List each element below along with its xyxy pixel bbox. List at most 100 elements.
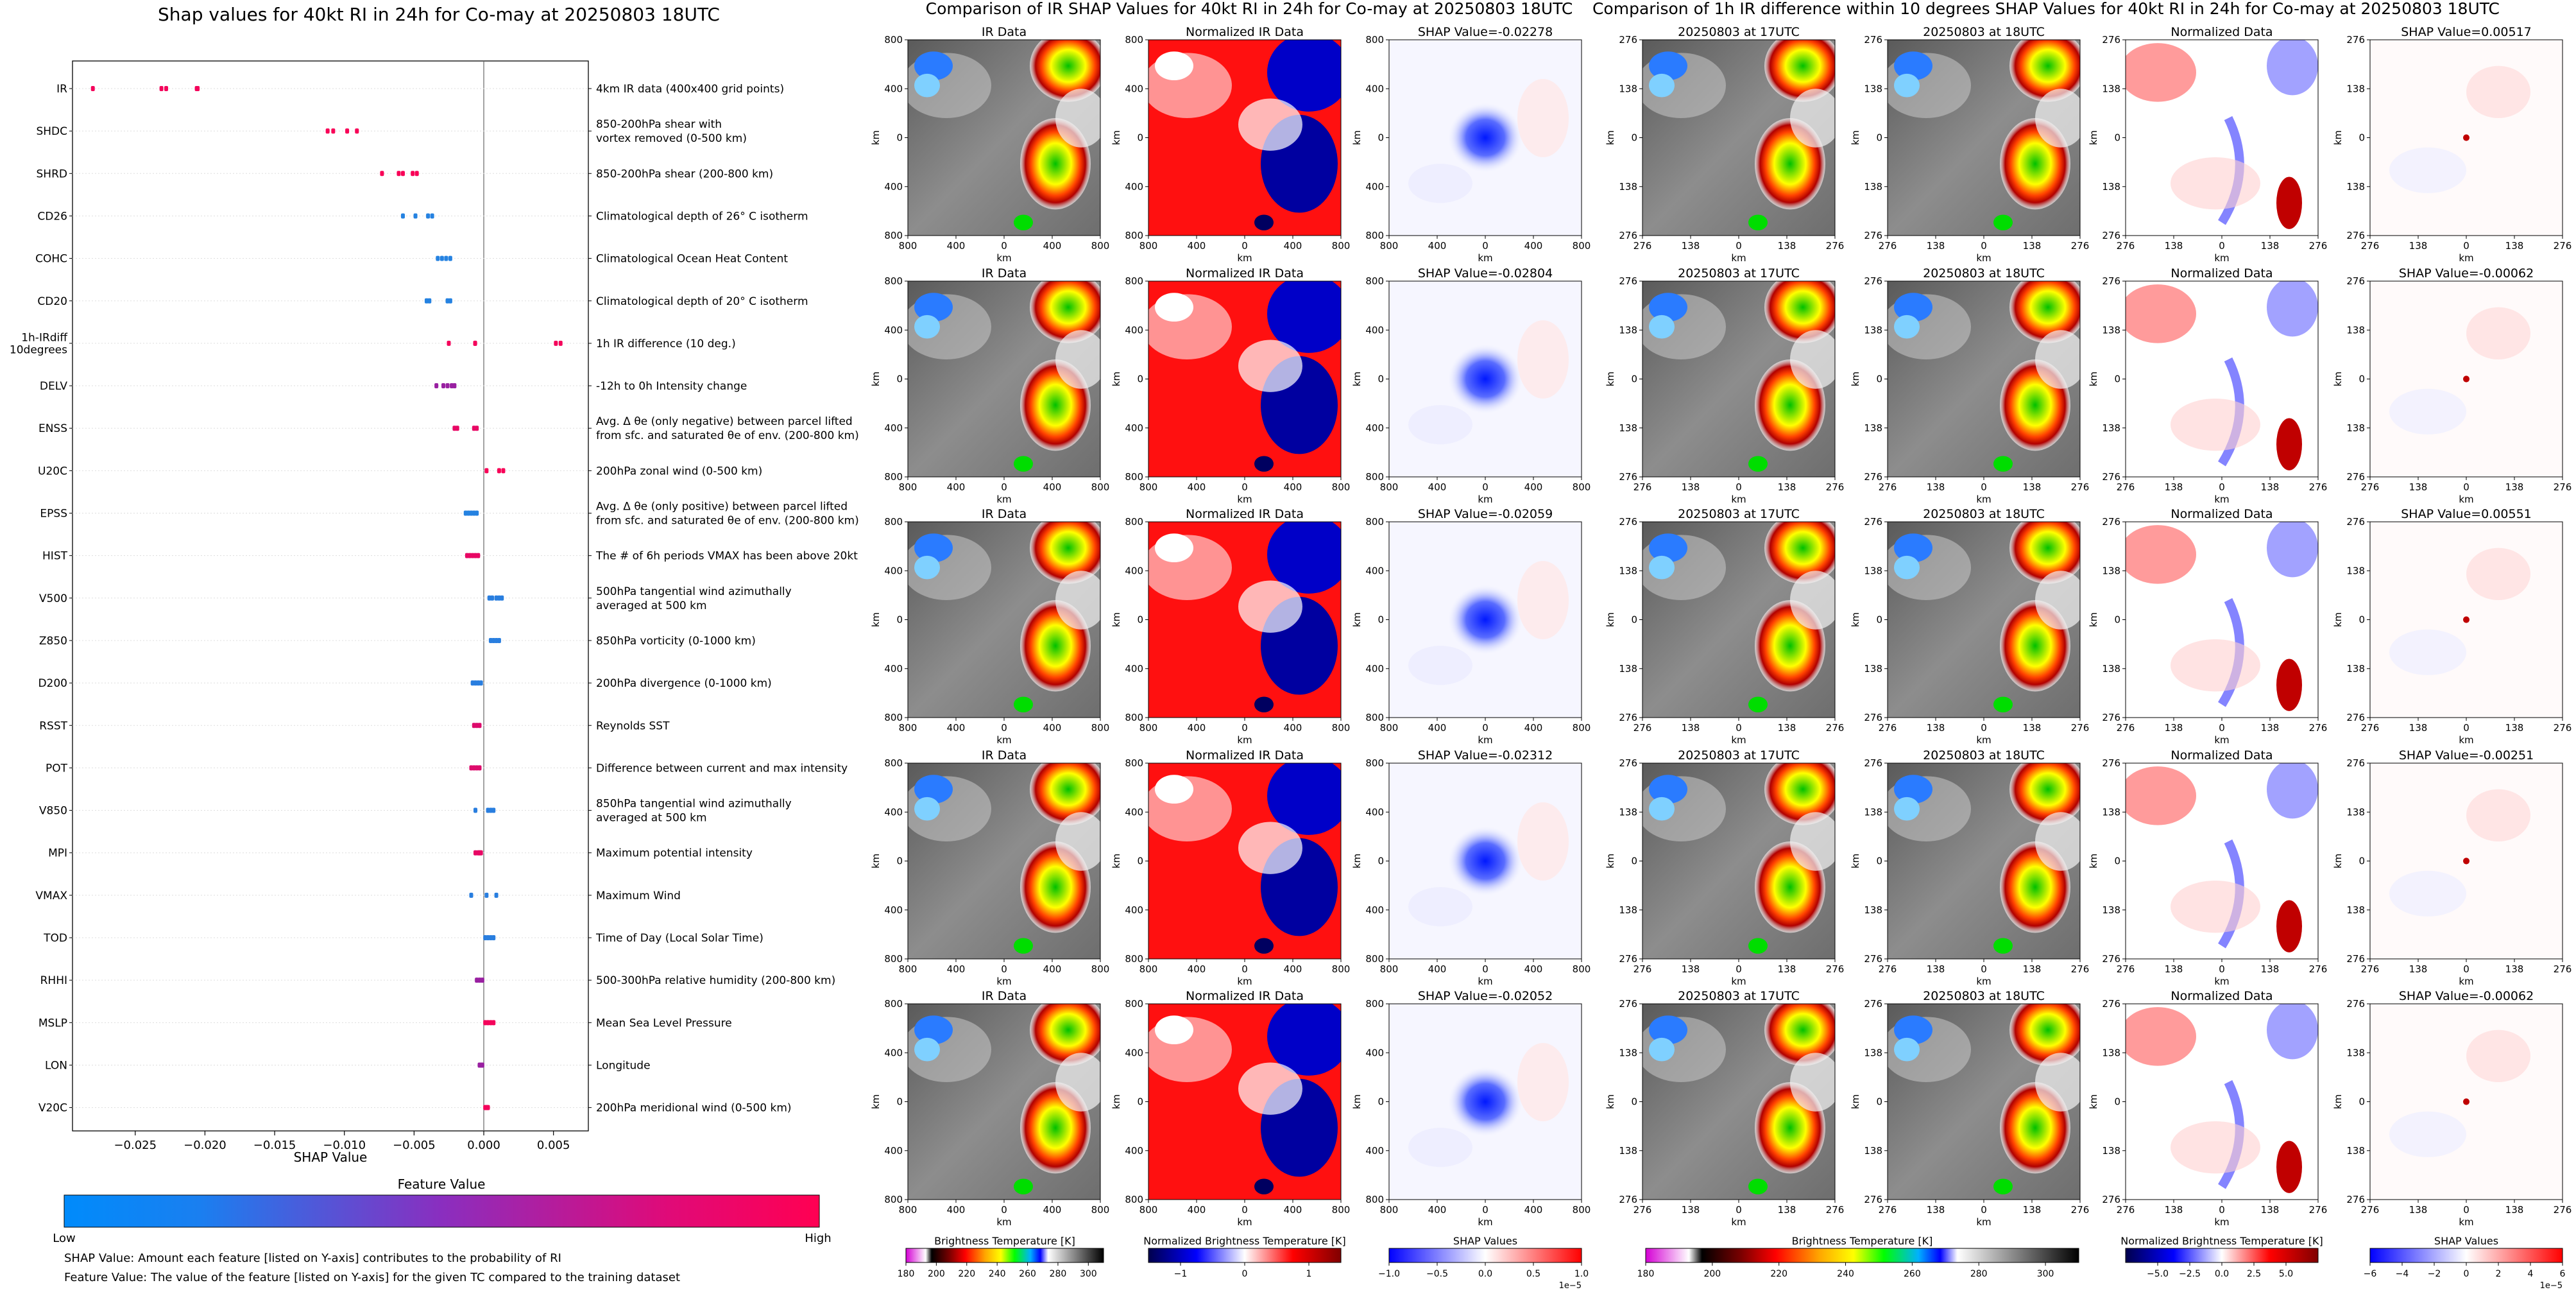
y-tick-label: 400 bbox=[1365, 1145, 1384, 1157]
feature-label: V20C bbox=[38, 1102, 67, 1115]
x-tick-label: 400 bbox=[1188, 240, 1206, 252]
y-tick-label: 138 bbox=[1864, 324, 1882, 336]
y-tick-label: 0 bbox=[2358, 374, 2365, 385]
x-tick-label: 0 bbox=[2463, 1204, 2469, 1216]
y-axis-label: km bbox=[2332, 1094, 2344, 1109]
panel-image bbox=[908, 522, 1100, 718]
y-axis-label: km bbox=[2088, 612, 2099, 627]
feature-label: D200 bbox=[38, 677, 67, 690]
colorbar-tick-label: 6 bbox=[2560, 1269, 2566, 1279]
x-axis-label: km bbox=[1731, 976, 1746, 987]
x-tick-label: 0 bbox=[2463, 722, 2469, 734]
x-tick-label: 138 bbox=[1682, 240, 1700, 252]
shap-point bbox=[444, 255, 448, 261]
x-tick-label: 400 bbox=[947, 481, 966, 493]
y-tick-label: 0 bbox=[1137, 132, 1143, 144]
panel-title: SHAP Value=0.00517 bbox=[2401, 25, 2532, 39]
y-tick-label: 276 bbox=[2102, 275, 2120, 287]
panel-title: Normalized Data bbox=[2171, 748, 2273, 762]
x-tick-label: 800 bbox=[1091, 481, 1110, 493]
feature-description: Maximum Wind bbox=[596, 890, 681, 902]
x-tick-label: 800 bbox=[1139, 963, 1158, 975]
x-axis-label: km bbox=[2459, 976, 2473, 987]
panel-image bbox=[1389, 281, 1582, 477]
y-tick-label: 800 bbox=[1125, 516, 1143, 528]
x-tick-label: 138 bbox=[1682, 1204, 1700, 1216]
x-tick-label: 800 bbox=[899, 963, 917, 975]
colorbar: Brightness Temperature [K] 180 200 220 240 26… bbox=[898, 1235, 1104, 1279]
y-tick-label: 0 bbox=[2358, 856, 2365, 867]
shap-point bbox=[325, 128, 330, 134]
y-tick-label: 138 bbox=[2102, 565, 2120, 576]
y-tick-label: 276 bbox=[2346, 998, 2365, 1010]
shap-point bbox=[477, 723, 482, 728]
y-axis-label: km bbox=[1605, 372, 1616, 386]
x-tick-label: 138 bbox=[2409, 722, 2428, 734]
panel-image bbox=[2370, 281, 2563, 477]
x-tick-label: −0.010 bbox=[323, 1139, 366, 1152]
y-tick-label: 276 bbox=[2346, 757, 2365, 769]
feature-description: Climatological depth of 26° C isotherm bbox=[596, 210, 808, 223]
y-tick-label: 0 bbox=[1631, 1096, 1637, 1108]
y-tick-label: 0 bbox=[1876, 614, 1882, 626]
y-tick-label: 138 bbox=[2102, 324, 2120, 336]
x-tick-label: 0.000 bbox=[467, 1139, 500, 1152]
x-tick-label: 138 bbox=[1682, 722, 1700, 734]
x-tick-label: 800 bbox=[1380, 481, 1399, 493]
feature-description: Time of Day (Local Solar Time) bbox=[595, 932, 763, 945]
colorbar-tick-label: 2 bbox=[2496, 1269, 2502, 1279]
x-tick-label: 276 bbox=[1826, 240, 1845, 252]
colorbar-label: SHAP Values bbox=[1453, 1235, 1517, 1247]
y-tick-label: 276 bbox=[2102, 516, 2120, 528]
x-tick-label: 276 bbox=[2361, 722, 2380, 734]
y-tick-label: 0 bbox=[1378, 614, 1384, 626]
x-tick-label: 800 bbox=[1332, 240, 1351, 252]
diff-panel: 20250803 at 18UTC27627613813800138138276… bbox=[1850, 748, 2089, 987]
y-tick-label: 400 bbox=[884, 1145, 903, 1157]
y-tick-label: 400 bbox=[1125, 324, 1143, 336]
x-axis-label: km bbox=[1237, 1216, 1252, 1228]
x-tick-label: 400 bbox=[1043, 963, 1062, 975]
x-tick-label: 800 bbox=[1332, 1204, 1351, 1216]
shap-point bbox=[400, 213, 405, 219]
x-tick-label: 276 bbox=[1826, 963, 1845, 975]
y-tick-label: 0 bbox=[2114, 1096, 2120, 1108]
x-tick-label: 276 bbox=[1633, 1204, 1652, 1216]
x-tick-label: 0 bbox=[1001, 722, 1007, 734]
panel-image bbox=[1642, 522, 1835, 718]
y-tick-label: 138 bbox=[1619, 83, 1637, 94]
y-tick-label: 0 bbox=[896, 856, 903, 867]
feature-colorbar-high: High bbox=[805, 1232, 831, 1245]
x-axis-label: km bbox=[2214, 1216, 2229, 1228]
colorbar: Normalized Brightness Temperature [K] −5.… bbox=[2120, 1235, 2323, 1279]
x-tick-label: 800 bbox=[899, 722, 917, 734]
y-tick-label: 800 bbox=[884, 34, 903, 46]
x-axis-label: km bbox=[1237, 976, 1252, 987]
y-axis-label: km bbox=[870, 1094, 882, 1109]
y-axis-label: km bbox=[1111, 1094, 1122, 1109]
panel-image bbox=[1148, 1004, 1341, 1200]
diff-panel: 20250803 at 17UTC27627613813800138138276… bbox=[1605, 507, 1844, 746]
x-tick-label: 276 bbox=[1633, 722, 1652, 734]
x-axis-label: km bbox=[2459, 1216, 2473, 1228]
y-tick-label: 800 bbox=[1365, 1194, 1384, 1205]
x-tick-label: 276 bbox=[1633, 240, 1652, 252]
panel-image bbox=[2370, 763, 2563, 959]
colorbar-offset: 1e−5 bbox=[1559, 1281, 1582, 1289]
feature-label: MSLP bbox=[38, 1017, 67, 1029]
y-tick-label: 0 bbox=[1137, 374, 1143, 385]
panel-title: Normalized Data bbox=[2171, 25, 2273, 39]
x-tick-label: 0 bbox=[1482, 722, 1488, 734]
y-tick-label: 276 bbox=[1619, 516, 1637, 528]
panel-title: IR Data bbox=[982, 748, 1027, 762]
y-tick-label: 0 bbox=[1378, 1096, 1384, 1108]
feature-description: Mean Sea Level Pressure bbox=[596, 1017, 732, 1029]
y-axis-label: km bbox=[870, 612, 882, 627]
y-tick-label: 400 bbox=[1125, 565, 1143, 576]
y-tick-label: 276 bbox=[2346, 34, 2365, 46]
panel-title: Normalized IR Data bbox=[1186, 266, 1304, 280]
y-tick-label: 276 bbox=[1619, 998, 1637, 1010]
y-tick-label: 276 bbox=[1619, 757, 1637, 769]
panel-image bbox=[2119, 760, 2318, 959]
